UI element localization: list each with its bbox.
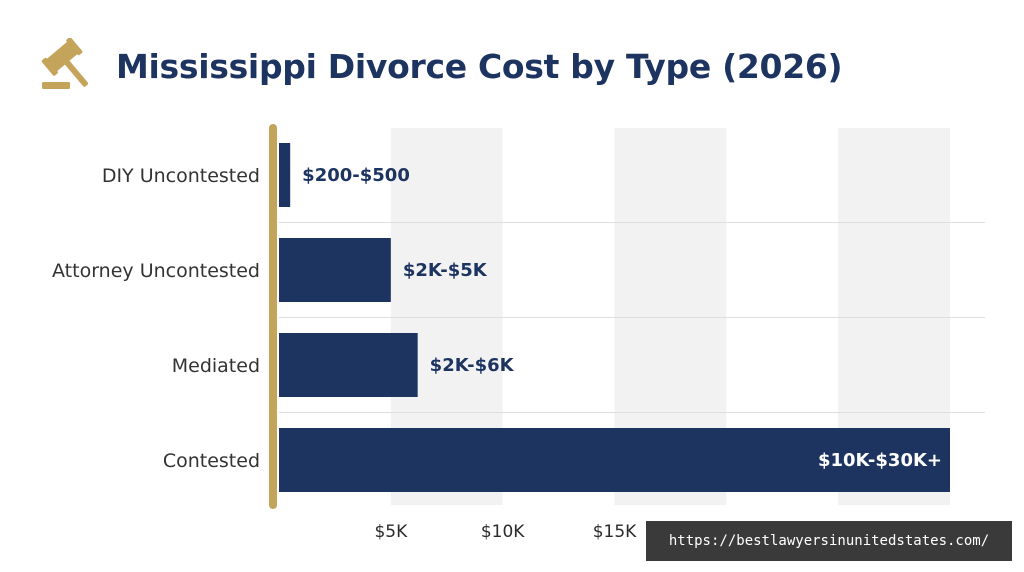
bar (279, 143, 291, 207)
bar (279, 238, 391, 302)
url-watermark: https://bestlawyersinunitedstates.com/ (646, 521, 1012, 561)
x-tick-label: $15K (593, 522, 637, 542)
category-label: Attorney Uncontested (52, 260, 260, 282)
category-label: DIY Uncontested (102, 165, 260, 187)
category-label: Contested (163, 450, 260, 472)
data-label: $2K-$5K (403, 260, 488, 281)
chart-header: Mississippi Divorce Cost by Type (2026) (38, 36, 843, 96)
gavel-icon (41, 38, 88, 89)
bar (279, 333, 418, 397)
data-label: $2K-$6K (430, 355, 515, 376)
x-tick-label: $5K (374, 522, 408, 542)
data-label: $200-$500 (302, 165, 410, 186)
chart-title: Mississippi Divorce Cost by Type (2026) (116, 46, 843, 86)
bar (279, 428, 950, 492)
x-tick-label: $10K (481, 522, 525, 542)
category-label: Mediated (172, 355, 260, 377)
data-label: $10K-$30K+ (818, 450, 942, 471)
